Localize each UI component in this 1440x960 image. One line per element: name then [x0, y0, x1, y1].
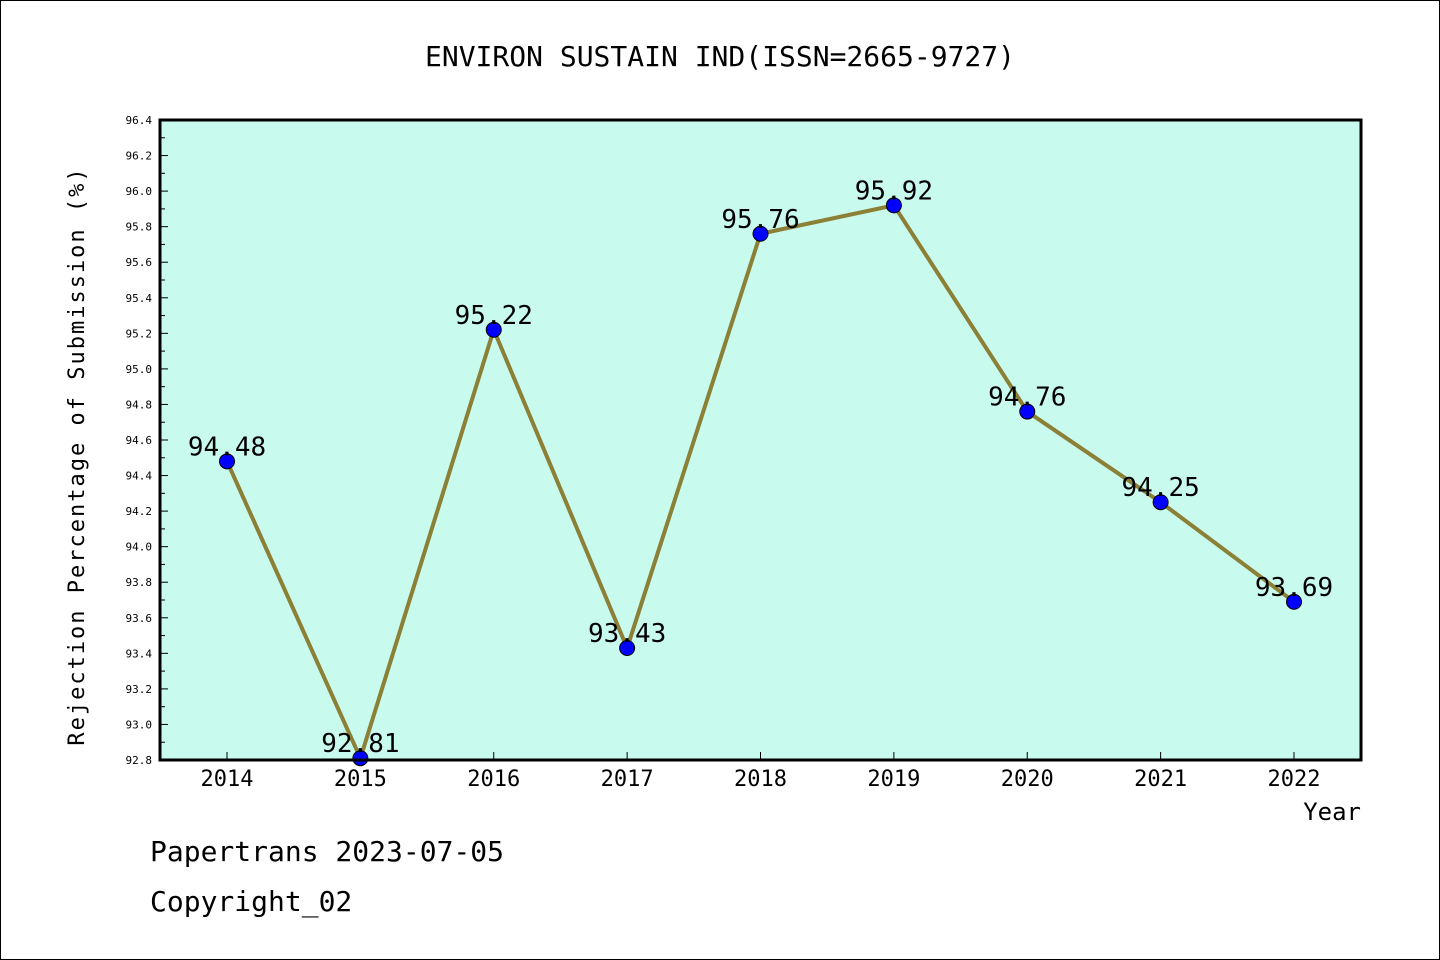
- data-labels: 94.48 92.81 95.22 93.43 95.76 95.92 94.76 94.25…: [188, 176, 1333, 759]
- y-tick-label: 93.4: [126, 647, 153, 660]
- x-tick-label: 2022: [1268, 767, 1321, 792]
- y-tick-label: 93.2: [126, 683, 153, 696]
- y-tick-label: 96.2: [126, 150, 153, 163]
- data-point: [352, 750, 369, 767]
- y-tick-label: 96.4: [126, 114, 153, 127]
- x-tick-label: 2018: [734, 767, 787, 792]
- data-label: 95.92: [855, 176, 933, 206]
- y-tick-label: 95.4: [126, 292, 153, 305]
- data-point: [619, 640, 636, 656]
- data-label: 94.76: [988, 383, 1066, 413]
- data-label: 92.81: [321, 729, 399, 759]
- y-tick-label: 94.6: [126, 434, 153, 447]
- x-tick-label: 2017: [601, 767, 654, 792]
- y-tick-label: 96.0: [126, 185, 153, 198]
- data-point: [485, 321, 502, 338]
- chart-title: ENVIRON SUSTAIN IND(ISSN=2665-9727): [425, 40, 1015, 73]
- y-axis-title: Rejection Percentage of Submission (%): [65, 166, 90, 745]
- data-label: 94.25: [1121, 473, 1199, 503]
- footer-date: Papertrans 2023-07-05: [150, 835, 505, 868]
- data-point: [1286, 593, 1302, 610]
- data-point: [752, 225, 769, 242]
- data-point: [885, 197, 902, 214]
- data-point: [219, 453, 235, 470]
- footer-copyright: Copyright_02: [150, 885, 353, 918]
- y-tick-label: 94.8: [126, 398, 153, 411]
- data-point: [1019, 403, 1036, 420]
- x-tick-label: 2014: [201, 767, 254, 792]
- y-tick-labels: 92.8 93.0 93.2 93.4 93.6 93.8 94.0 94.2 94.4 94.6…: [126, 114, 153, 767]
- x-tick-labels: 2014 2015 2016 2017 2018 2019 2020 2021 2022: [201, 767, 1321, 792]
- y-tick-label: 93.6: [126, 612, 153, 625]
- y-tick-label: 93.8: [126, 576, 153, 589]
- x-axis-title: Year: [1303, 798, 1361, 826]
- data-label: 95.22: [455, 301, 533, 331]
- data-label: 93.43: [588, 619, 666, 649]
- y-tick-label: 94.2: [126, 505, 153, 518]
- data-label: 94.48: [188, 432, 266, 462]
- data-point: [1152, 494, 1169, 511]
- y-tick-label: 95.6: [126, 256, 153, 269]
- x-tick-label: 2020: [1001, 767, 1054, 792]
- y-tick-label: 95.2: [126, 327, 153, 340]
- y-tick-label: 92.8: [126, 754, 153, 767]
- data-label: 95.76: [721, 205, 799, 235]
- y-tick-label: 95.0: [126, 363, 153, 376]
- data-label: 93.69: [1255, 573, 1333, 603]
- data-points: [219, 197, 1302, 767]
- y-tick-label: 95.8: [126, 221, 153, 234]
- plot-border: [158, 118, 1363, 762]
- y-tick-label: 93.0: [126, 718, 153, 731]
- x-tick-label: 2015: [334, 767, 387, 792]
- x-tick-label: 2021: [1134, 767, 1187, 792]
- x-tick-label: 2016: [467, 767, 520, 792]
- y-tick-label: 94.0: [126, 541, 153, 554]
- x-tick-label: 2019: [867, 767, 920, 792]
- y-tick-label: 94.4: [126, 470, 153, 483]
